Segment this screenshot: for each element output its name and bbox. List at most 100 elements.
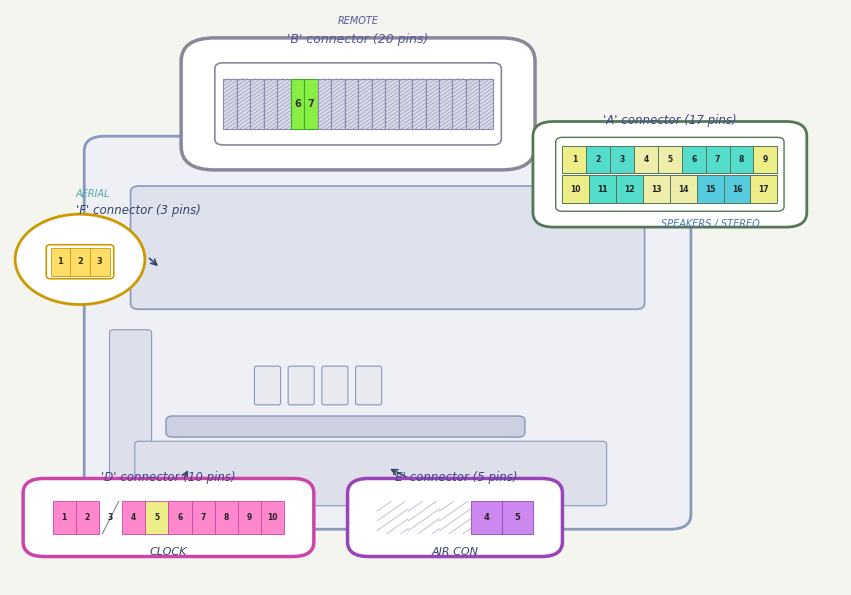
Text: 1: 1 (57, 257, 63, 266)
Text: 11: 11 (597, 184, 608, 194)
Text: 8: 8 (739, 155, 744, 164)
Text: SPEAKERS / STEREO: SPEAKERS / STEREO (661, 220, 760, 230)
Bar (658, 146, 682, 173)
Bar (502, 502, 533, 534)
Bar (753, 146, 777, 173)
Bar (729, 146, 753, 173)
Bar (90, 248, 110, 276)
Text: 5: 5 (667, 155, 672, 164)
Bar (563, 146, 586, 173)
Bar (277, 79, 291, 129)
Text: 9: 9 (762, 155, 768, 164)
Circle shape (15, 214, 145, 305)
Text: 16: 16 (732, 184, 742, 194)
Bar (168, 502, 191, 534)
Text: 4: 4 (483, 513, 489, 522)
Text: 1: 1 (572, 155, 577, 164)
Bar (53, 502, 76, 534)
FancyBboxPatch shape (130, 186, 644, 309)
Bar (70, 248, 90, 276)
Bar (261, 502, 284, 534)
FancyBboxPatch shape (254, 366, 281, 405)
Bar (563, 176, 589, 203)
Text: 6: 6 (691, 155, 696, 164)
Text: REMOTE: REMOTE (338, 17, 379, 26)
Bar (589, 176, 616, 203)
Bar (471, 502, 502, 534)
FancyBboxPatch shape (110, 330, 151, 483)
FancyBboxPatch shape (556, 137, 784, 211)
Text: 12: 12 (625, 184, 635, 194)
Text: 10: 10 (571, 184, 581, 194)
Bar (50, 248, 70, 276)
Text: 2: 2 (596, 155, 601, 164)
Text: 4: 4 (131, 513, 136, 522)
Bar (331, 79, 345, 129)
Bar (610, 146, 634, 173)
Bar (616, 176, 643, 203)
Text: 5: 5 (514, 513, 520, 522)
Bar (426, 79, 439, 129)
Text: 'F' connector (3 pins): 'F' connector (3 pins) (76, 203, 201, 217)
Bar (385, 79, 398, 129)
Text: 3: 3 (97, 257, 102, 266)
Bar (250, 79, 264, 129)
Bar (412, 79, 426, 129)
FancyBboxPatch shape (322, 366, 348, 405)
Bar (317, 79, 331, 129)
FancyBboxPatch shape (46, 245, 114, 278)
Text: AERIAL: AERIAL (76, 189, 110, 199)
Text: 15: 15 (705, 184, 716, 194)
Text: 8: 8 (224, 513, 229, 522)
Bar (466, 79, 479, 129)
Bar (304, 79, 317, 129)
Bar (634, 146, 658, 173)
FancyBboxPatch shape (181, 38, 535, 170)
Text: 7: 7 (307, 99, 314, 109)
Bar (682, 146, 705, 173)
FancyBboxPatch shape (134, 441, 607, 506)
Bar (643, 176, 670, 203)
Bar (264, 79, 277, 129)
Bar (398, 79, 412, 129)
Bar (372, 79, 385, 129)
Text: 7: 7 (201, 513, 206, 522)
Text: 17: 17 (758, 184, 769, 194)
Bar (670, 176, 697, 203)
Bar (291, 79, 304, 129)
FancyBboxPatch shape (214, 63, 501, 145)
Text: 6: 6 (294, 99, 300, 109)
Text: 3: 3 (108, 513, 113, 522)
Bar (238, 502, 261, 534)
Bar (146, 502, 168, 534)
Bar (237, 79, 250, 129)
Bar (723, 176, 751, 203)
Bar (586, 146, 610, 173)
Bar (76, 502, 99, 534)
Bar (439, 79, 453, 129)
FancyBboxPatch shape (356, 366, 382, 405)
Bar (123, 502, 146, 534)
Text: 6: 6 (178, 513, 183, 522)
Bar (697, 176, 723, 203)
Text: 3: 3 (620, 155, 625, 164)
Text: AIR CON: AIR CON (431, 547, 478, 556)
FancyBboxPatch shape (347, 478, 563, 556)
Text: 13: 13 (651, 184, 662, 194)
Bar (223, 79, 237, 129)
Text: 1: 1 (61, 513, 67, 522)
Text: 'D' connector (10 pins): 'D' connector (10 pins) (101, 471, 236, 484)
Bar (358, 79, 372, 129)
Text: 'B' connector (20 pins): 'B' connector (20 pins) (288, 33, 429, 46)
FancyBboxPatch shape (166, 416, 525, 437)
Bar (453, 79, 466, 129)
Text: 'A' connector (17 pins): 'A' connector (17 pins) (603, 114, 737, 127)
Bar (479, 79, 493, 129)
Bar (751, 176, 777, 203)
Text: 2: 2 (85, 513, 90, 522)
Bar (345, 79, 358, 129)
Text: CLOCK: CLOCK (150, 547, 187, 556)
Bar (191, 502, 214, 534)
FancyBboxPatch shape (533, 121, 807, 227)
Text: 'E' connector (5 pins): 'E' connector (5 pins) (392, 471, 517, 484)
